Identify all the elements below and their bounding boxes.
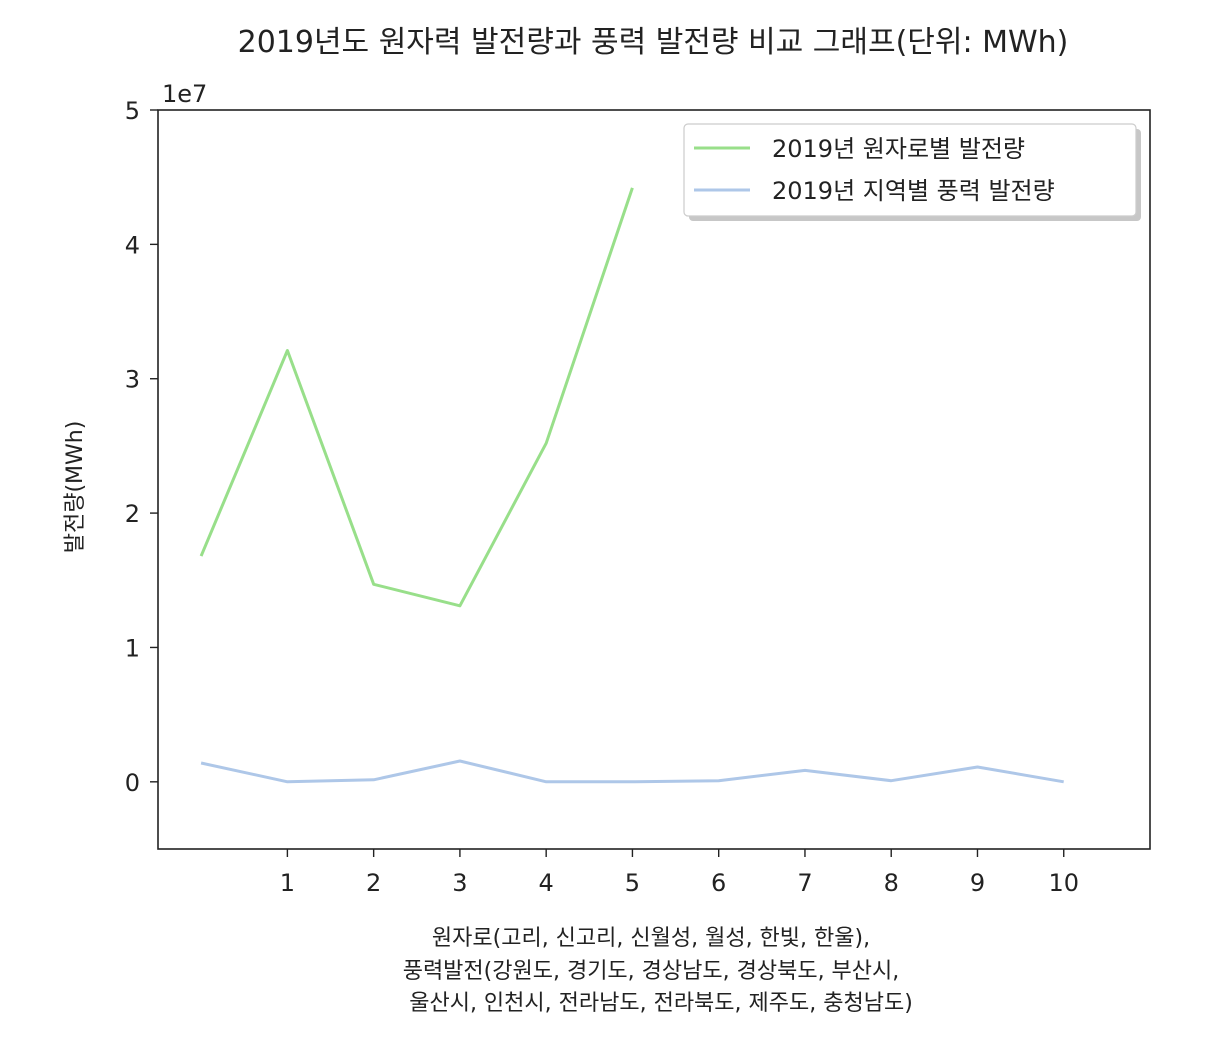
x-tick-label: 2	[366, 869, 381, 897]
series-line-1	[199, 187, 634, 608]
x-tick-label: 1	[280, 869, 295, 897]
x-tick-label: 4	[539, 869, 554, 897]
legend-label: 2019년 지역별 풍력 발전량	[772, 177, 1055, 205]
x-tick-label: 3	[452, 869, 467, 897]
y-tick-label: 4	[125, 231, 140, 259]
x-axis-label-line-2: 풍력발전(강원도, 경기도, 경상남도, 경상북도, 부산시,	[403, 959, 900, 984]
x-tick-label: 9	[970, 869, 985, 897]
x-tick-label: 5	[625, 869, 640, 897]
x-tick-label: 6	[711, 869, 726, 897]
x-tick-label: 10	[1048, 869, 1079, 897]
y-axis-label: 발전량(MWh)	[63, 421, 88, 554]
y-tick-label: 2	[125, 500, 140, 528]
legend: 2019년 원자로별 발전량 2019년 지역별 풍력 발전량	[683, 123, 1141, 221]
y-offset-text: 1e7	[162, 80, 207, 108]
y-tick-label: 1	[125, 634, 140, 662]
x-axis-label-line-1: 원자로(고리, 신고리, 신월성, 월성, 한빛, 한울),	[432, 926, 870, 951]
x-axis: 1 2 3 4 5 6 7 8 9 10	[280, 849, 1079, 897]
x-tick-label: 8	[884, 869, 899, 897]
x-axis-label-line-3: 울산시, 인천시, 전라남도, 전라북도, 제주도, 충청남도)	[409, 991, 913, 1016]
legend-label: 2019년 원자로별 발전량	[772, 135, 1025, 163]
chart-title: 2019년도 원자력 발전량과 풍력 발전량 비교 그래프(단위: MWh)	[238, 25, 1069, 60]
y-tick-label: 3	[125, 366, 140, 394]
plot-frame	[157, 109, 1151, 850]
y-axis: 0 1 2 3 4 5	[125, 97, 158, 797]
series-layer	[199, 187, 1064, 784]
x-tick-label: 7	[797, 869, 812, 897]
x-axis-label: 원자로(고리, 신고리, 신월성, 월성, 한빛, 한울), 풍력발전(강원도,…	[403, 926, 913, 1016]
legend-box	[683, 123, 1137, 217]
plot-area	[157, 109, 1151, 850]
y-tick-label: 0	[125, 769, 140, 797]
series-line-2	[200, 759, 1064, 784]
y-tick-label: 5	[125, 97, 140, 125]
